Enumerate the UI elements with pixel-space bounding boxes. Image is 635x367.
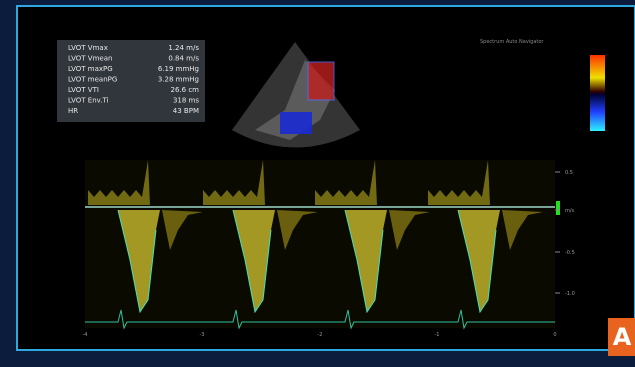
scale-label: 0.5 — [565, 170, 573, 176]
measurement-name: LVOT Vmean — [68, 55, 112, 63]
measurement-value: 6.19 mmHg — [158, 65, 199, 73]
measurement-value: 3.28 mmHg — [158, 76, 199, 84]
measurement-value: 26.6 cm — [171, 86, 200, 94]
measurement-value: 0.84 m/s — [168, 55, 199, 63]
ultrasound-display: LVOT Vmax 1.24 m/s LVOT Vmean 0.84 m/s LVOT … — [0, 0, 635, 367]
measurement-value: 318 ms — [173, 97, 199, 105]
measurement-name: LVOT Env.Ti — [68, 97, 109, 105]
color-bar — [590, 55, 605, 131]
time-label: -1 — [435, 332, 440, 338]
scale-label: -1.0 — [565, 291, 575, 297]
measurement-name: LVOT Vmax — [68, 44, 108, 52]
panel-label: A — [613, 323, 632, 351]
color-doppler-red — [308, 62, 334, 100]
screenshot: LVOT Vmax 1.24 m/s LVOT Vmean 0.84 m/s LVOT … — [0, 0, 635, 367]
header-label: Spectrum Auto Navigator — [480, 39, 544, 45]
measurement-name: HR — [68, 107, 78, 115]
time-label: -3 — [200, 332, 205, 338]
time-label: -2 — [318, 332, 323, 338]
time-label: 0 — [553, 332, 556, 338]
measurement-value: 43 BPM — [173, 107, 199, 115]
time-label: -4 — [83, 332, 88, 338]
measurement-name: LVOT maxPG — [68, 65, 113, 73]
measurement-name: LVOT VTI — [68, 86, 99, 94]
measurement-value: 1.24 m/s — [168, 44, 199, 52]
scale-label: m/s — [565, 208, 575, 214]
color-doppler-blue — [280, 112, 312, 134]
measurement-name: LVOT meanPG — [68, 76, 117, 84]
scale-label: -0.5 — [565, 250, 575, 256]
baseline-marker — [556, 201, 560, 215]
